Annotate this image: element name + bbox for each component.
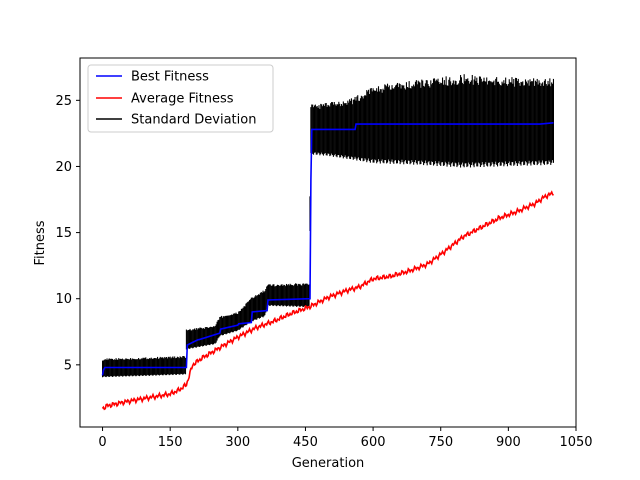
x-axis: 0 150 300 450 600 750 900 1050	[98, 427, 593, 450]
legend-label-best-fitness: Best Fitness	[131, 70, 209, 85]
series-best-fitness	[101, 122, 554, 376]
x-tick-label: 150	[158, 435, 183, 450]
legend-box	[87, 64, 274, 133]
y-axis: 5 10 15 20 25	[55, 94, 80, 373]
series-average-fitness	[101, 190, 555, 411]
x-axis-label: Generation	[292, 456, 365, 471]
x-tick-label: 0	[98, 435, 106, 450]
x-tick-label: 600	[361, 435, 386, 450]
legend-label-standard-deviation: Standard Deviation	[131, 113, 256, 128]
axes-frame	[79, 57, 577, 428]
y-tick-label: 5	[64, 358, 72, 373]
x-tick-label: 1050	[559, 435, 592, 450]
legend: Best Fitness Average Fitness Standard De…	[87, 64, 274, 133]
y-tick-label: 15	[55, 226, 72, 241]
legend-label-average-fitness: Average Fitness	[131, 92, 234, 107]
x-tick-label: 450	[293, 435, 318, 450]
y-tick-label: 20	[55, 160, 72, 175]
plot-area	[101, 74, 555, 411]
y-axis-label: Fitness	[33, 220, 48, 265]
y-tick-label: 10	[55, 292, 72, 307]
x-tick-label: 300	[225, 435, 250, 450]
x-tick-label: 900	[496, 435, 521, 450]
x-tick-label: 750	[428, 435, 453, 450]
series-standard-deviation	[101, 74, 555, 378]
y-tick-label: 25	[55, 94, 72, 109]
